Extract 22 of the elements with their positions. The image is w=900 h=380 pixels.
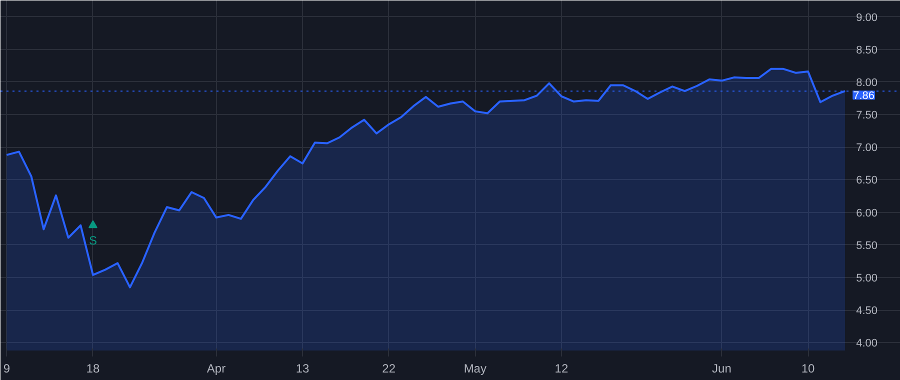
y-tick-label: 6.00 <box>856 207 878 220</box>
annotation: S <box>88 233 97 248</box>
y-tick-label: 6.50 <box>856 174 878 187</box>
y-tick-label: 5.50 <box>856 240 878 252</box>
ref-line-label: 7.86 <box>853 90 875 102</box>
x-tick-label: 22 <box>382 362 396 376</box>
x-tick-label: May <box>464 362 486 376</box>
y-tick-label: 7.50 <box>856 110 878 122</box>
y-tick-label: 4.00 <box>856 338 878 350</box>
x-tick-label: 10 <box>801 362 816 376</box>
x-tick-label: 9 <box>3 362 10 376</box>
x-tick-label: Jun <box>712 362 732 376</box>
y-tick-label: 4.50 <box>856 305 878 318</box>
y-tick-label: 5.00 <box>856 272 878 284</box>
y-tick-label: 8.00 <box>856 76 878 89</box>
x-tick-label: 12 <box>554 362 568 376</box>
x-tick-label: 13 <box>296 362 310 376</box>
y-tick-label: 9.00 <box>856 12 878 24</box>
y-tick-label: 8.50 <box>856 44 878 56</box>
x-tick-label: Apr <box>206 362 226 376</box>
x-tick-label: 18 <box>86 362 100 376</box>
y-tick-label: 7.00 <box>856 142 878 154</box>
